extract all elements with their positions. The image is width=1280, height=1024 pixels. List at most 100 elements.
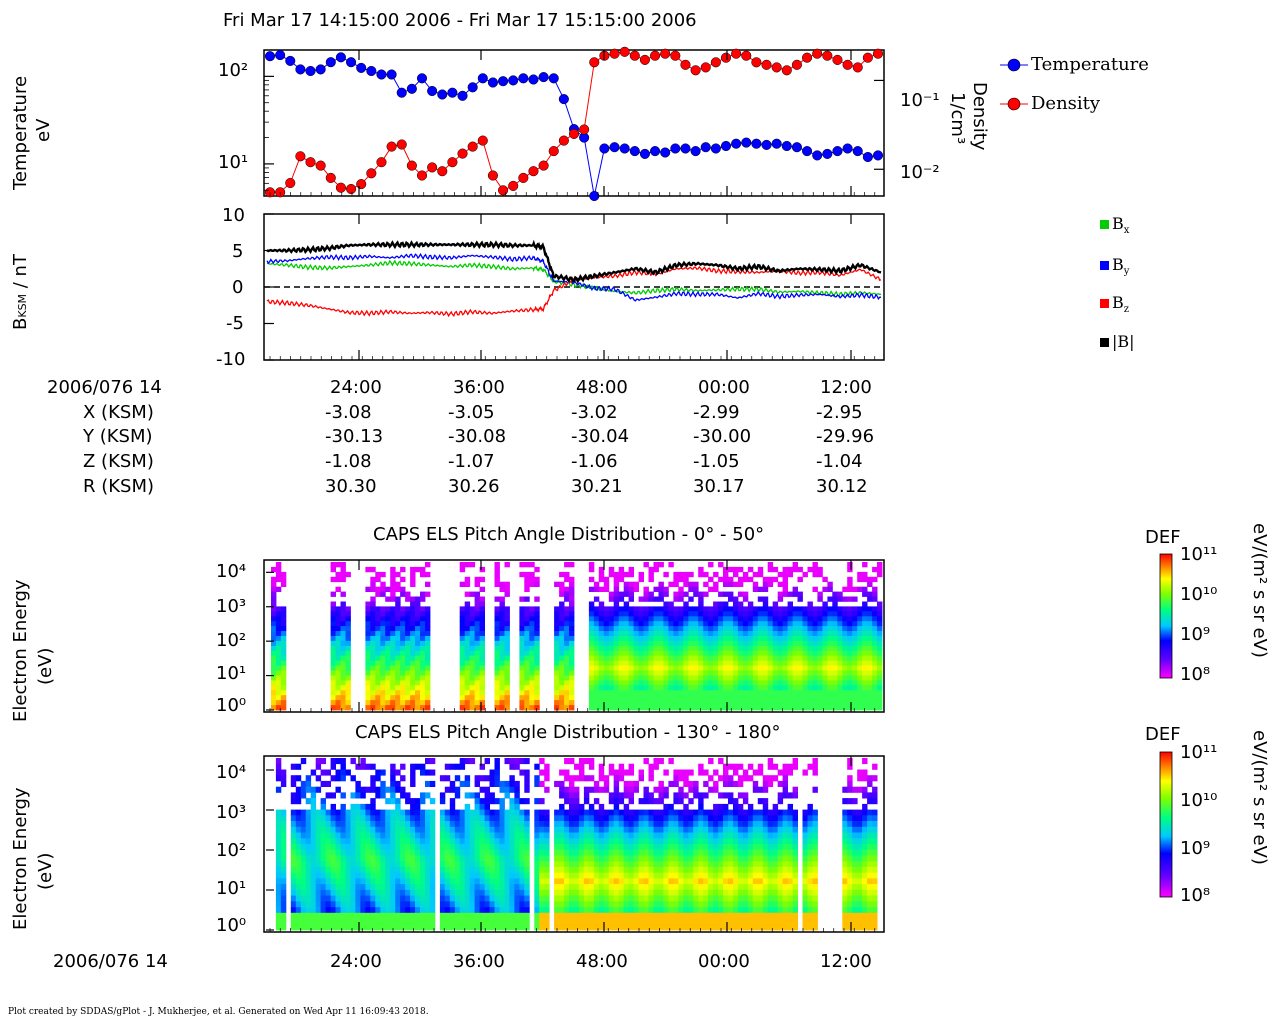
- spectrogram-cell: [559, 690, 565, 696]
- spectrogram-cell: [752, 690, 759, 696]
- density-point: [467, 141, 478, 152]
- spectrogram-cell: [698, 809, 704, 816]
- spectrogram-cell: [489, 884, 495, 891]
- spectrogram-cell: [623, 826, 630, 833]
- spectrogram-cell: [713, 769, 719, 776]
- spectrogram-cell: [683, 665, 689, 671]
- spectrogram-cell: [688, 695, 694, 701]
- spectrogram-cell: [564, 907, 570, 914]
- spectrogram-cell: [737, 626, 744, 632]
- spectrogram-cell: [390, 581, 396, 587]
- spectrogram-cell: [335, 918, 341, 925]
- spectrogram-cell: [663, 849, 669, 856]
- spectrogram-cell: [474, 621, 480, 627]
- spectrogram-cell: [733, 675, 739, 681]
- spectrogram-cell: [837, 606, 843, 612]
- footer-credit: Plot created by SDDAS/gPlot - J. Mukherj…: [8, 1007, 429, 1017]
- spectrogram-cell: [494, 809, 500, 816]
- spectrogram-cell: [688, 809, 694, 816]
- spectrogram-cell: [633, 861, 639, 868]
- spectrogram-cell: [802, 616, 808, 622]
- spectrogram-cell: [360, 912, 366, 919]
- spectrogram-cell: [683, 849, 689, 856]
- spectrogram-cell: [618, 918, 625, 925]
- spectrogram-cell: [668, 907, 674, 914]
- spectrogram-cell: [618, 792, 625, 799]
- spectrogram-cell: [275, 636, 282, 642]
- spectrogram-cell: [663, 855, 669, 862]
- spectrogram-cell: [504, 616, 510, 622]
- spectrogram-cell: [658, 838, 664, 845]
- spectrogram-cell: [474, 655, 480, 661]
- spectrogram-cell: [415, 907, 421, 914]
- spectrogram-cell: [668, 695, 674, 701]
- spectrogram-cell: [355, 832, 361, 839]
- b-tick-label: 10: [222, 205, 245, 226]
- spectrogram-cell: [554, 645, 560, 652]
- spectrogram-cell: [638, 695, 644, 701]
- spectrogram-cell: [400, 631, 406, 637]
- spectrogram-cell: [489, 918, 495, 925]
- spectrogram-cell: [688, 769, 694, 776]
- spectrogram-cell: [842, 655, 848, 661]
- spectrogram-cell: [777, 596, 784, 602]
- spectrogram-cell: [742, 611, 749, 617]
- spectrogram-cell: [355, 895, 361, 902]
- spectrogram-cell: [708, 636, 714, 642]
- density-point: [751, 57, 762, 68]
- spectrogram-cell: [618, 695, 625, 701]
- spectrogram-cell: [559, 844, 565, 851]
- spectrogram-cell: [728, 631, 734, 637]
- spectrogram-cell: [623, 838, 630, 845]
- spectrogram-cell: [569, 645, 575, 652]
- spectrogram-cell: [564, 596, 570, 602]
- spectrogram-cell: [643, 798, 649, 805]
- spectrogram-cell: [484, 918, 490, 925]
- spectrogram-cell: [534, 640, 540, 647]
- spectrogram-cell: [345, 670, 351, 676]
- spectrogram-cell: [375, 832, 381, 839]
- spectrogram-cell: [842, 631, 848, 637]
- spectrogram-cell: [757, 621, 764, 627]
- spectrogram-cell: [847, 636, 853, 642]
- spectrogram-cell: [415, 924, 421, 931]
- spectrogram-cell: [499, 912, 505, 919]
- spectrogram-cell: [355, 821, 361, 828]
- density-legend-label: Density: [1031, 93, 1101, 114]
- spectrogram-cell: [380, 581, 386, 587]
- spectrogram-cell: [603, 705, 610, 711]
- spectrogram-cell: [737, 700, 744, 706]
- spectrogram-cell: [842, 670, 848, 676]
- spectrogram-cell: [410, 596, 416, 602]
- spectrogram-cell: [574, 924, 580, 931]
- spectrogram-cell: [499, 680, 505, 686]
- spectrogram-cell: [370, 775, 376, 782]
- spectrogram-cell: [742, 640, 749, 647]
- spectrogram-cell: [757, 626, 764, 632]
- spectrogram-cell: [305, 901, 312, 908]
- spectrogram-cell: [673, 838, 679, 845]
- spectrogram-cell: [852, 695, 858, 701]
- spectrogram-cell: [360, 907, 366, 914]
- spectrogram-cell: [693, 844, 699, 851]
- spectrogram-cell: [737, 576, 744, 583]
- spectrogram-cell: [802, 685, 808, 691]
- spectrogram-cell: [772, 675, 779, 681]
- spectrogram-cell: [762, 596, 769, 602]
- spectrogram-cell: [797, 650, 803, 657]
- spectrogram-cell: [534, 576, 540, 583]
- spectrogram-cell: [832, 695, 838, 701]
- spectrogram-cell: [494, 838, 500, 845]
- spectrogram-cell: [529, 621, 535, 627]
- spectrogram-cell: [613, 650, 620, 657]
- spectrogram-cell: [534, 815, 540, 822]
- spectrogram-cell: [638, 826, 644, 833]
- spectrogram-cell: [305, 924, 312, 931]
- spectrogram-cell: [613, 849, 620, 856]
- spectrogram-cell: [340, 826, 346, 833]
- spectrogram-cell: [375, 675, 381, 681]
- spectrogram-cell: [469, 640, 476, 647]
- spectrogram-cell: [747, 566, 754, 573]
- spectrogram-cell: [425, 636, 431, 642]
- spectrogram-cell: [325, 895, 331, 902]
